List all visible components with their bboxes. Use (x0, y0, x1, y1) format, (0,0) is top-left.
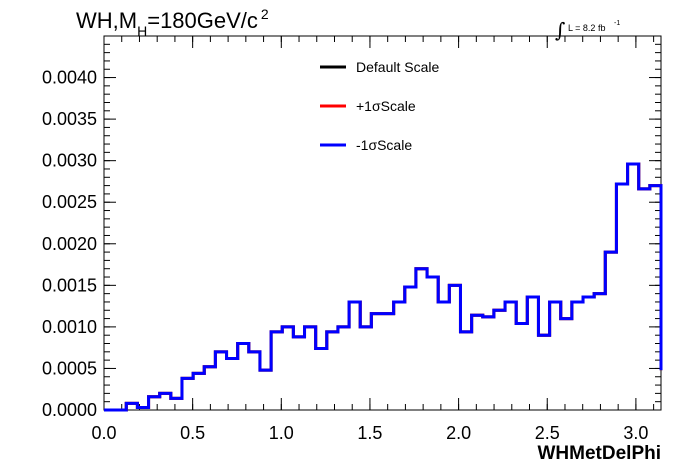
x-tick-label: 1.0 (269, 423, 294, 443)
axes: 0.00000.00050.00100.00150.00200.00250.00… (42, 35, 661, 443)
title-superscript: 2 (261, 6, 269, 22)
x-tick-label: 0.0 (91, 423, 116, 443)
x-tick-label: 3.0 (623, 423, 648, 443)
luminosity-label: ∫ L = 8.2 fb -1 (555, 18, 620, 42)
luminosity-superscript: -1 (614, 20, 620, 27)
integral-sign: ∫ (555, 18, 565, 42)
x-tick-label: 1.5 (357, 423, 382, 443)
x-tick-label: 0.5 (180, 423, 205, 443)
y-tick-label: 0.0015 (42, 275, 97, 295)
y-tick-label: 0.0040 (42, 68, 97, 88)
legend-label-minus: -1σScale (356, 137, 412, 153)
chart-title: WH,MH=180GeV/c 2 (76, 6, 269, 39)
series-line-2 (104, 162, 663, 412)
x-tick-label: 2.5 (535, 423, 560, 443)
legend: Default Scale +1σScale -1σScale (320, 59, 439, 153)
y-tick-label: 0.0020 (42, 234, 97, 254)
x-axis-label: WHMetDelPhi (538, 443, 662, 464)
x-tick-label: 2.0 (446, 423, 471, 443)
y-tick-label: 0.0010 (42, 317, 97, 337)
y-tick-label: 0.0000 (42, 400, 97, 420)
title-subscript: H (137, 23, 147, 39)
legend-label-plus: +1σScale (356, 98, 416, 114)
y-tick-label: 0.0035 (42, 109, 97, 129)
y-tick-label: 0.0030 (42, 151, 97, 171)
series-group (104, 162, 663, 412)
title-prefix: WH,M (76, 8, 137, 33)
y-tick-label: 0.0025 (42, 192, 97, 212)
y-tick-label: 0.0005 (42, 358, 97, 378)
series-line-1 (104, 162, 663, 412)
legend-label-default: Default Scale (356, 59, 439, 75)
plot-frame (103, 35, 662, 411)
series-line-0 (104, 162, 663, 412)
title-value: =180GeV/c (147, 8, 258, 33)
luminosity-text: L = 8.2 fb (568, 23, 605, 33)
